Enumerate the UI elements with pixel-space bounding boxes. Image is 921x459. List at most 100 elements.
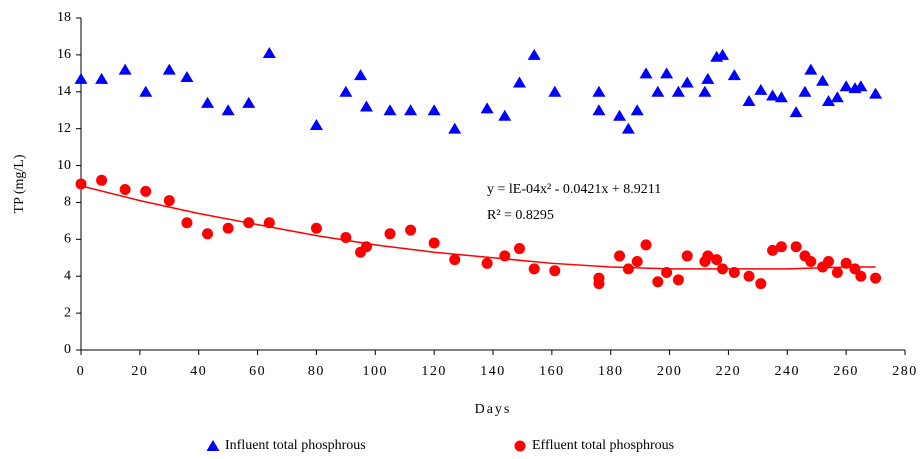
circle-marker	[549, 265, 561, 277]
x-tick-label: 120	[421, 364, 447, 379]
x-tick-label: 20	[131, 364, 148, 379]
circle-marker	[775, 241, 787, 253]
triangle-marker	[701, 72, 715, 84]
triangle-marker	[339, 85, 353, 97]
triangle-marker	[766, 89, 780, 101]
x-tick-label: 180	[598, 364, 624, 379]
y-tick-label: 8	[64, 195, 71, 210]
triangle-marker	[242, 96, 256, 108]
triangle-marker	[798, 85, 812, 97]
triangle-marker	[201, 96, 215, 108]
triangle-marker	[359, 100, 373, 112]
circle-marker	[855, 270, 867, 282]
circle-marker	[513, 243, 525, 255]
circle-marker	[743, 270, 755, 282]
triangle-marker	[839, 80, 853, 92]
circle-marker	[702, 250, 714, 262]
triangle-marker	[804, 63, 818, 75]
triangle-marker	[383, 104, 397, 116]
circle-marker	[767, 244, 779, 256]
circle-marker	[96, 174, 108, 186]
circle-marker	[652, 276, 664, 288]
y-tick-label: 10	[57, 158, 71, 173]
circle-marker	[661, 267, 673, 279]
x-tick-label: 100	[363, 364, 389, 379]
y-tick-label: 2	[64, 305, 71, 320]
circle-marker	[181, 217, 193, 229]
circle-marker	[119, 184, 131, 196]
triangle-marker	[221, 104, 235, 116]
triangle-marker	[118, 63, 132, 75]
circle-marker	[528, 263, 540, 275]
circle-marker	[849, 263, 861, 275]
triangle-marker	[716, 48, 730, 60]
triangle-marker	[680, 76, 694, 88]
x-tick-label: 220	[716, 364, 742, 379]
triangle-marker	[630, 104, 644, 116]
triangle-marker	[448, 122, 462, 134]
circle-marker	[263, 217, 275, 229]
triangle-marker	[548, 85, 562, 97]
x-tick-label: 140	[480, 364, 506, 379]
circle-marker	[755, 278, 767, 290]
circle-marker	[728, 267, 740, 279]
annotation: R² = 0.8295	[487, 208, 554, 223]
triangle-marker	[592, 104, 606, 116]
circle-marker	[405, 224, 417, 236]
y-tick-label: 12	[57, 121, 71, 136]
circle-marker	[384, 228, 396, 240]
y-tick-label: 14	[57, 84, 71, 99]
circle-marker	[831, 267, 843, 279]
circle-marker	[222, 222, 234, 234]
circle-marker	[449, 254, 461, 266]
x-tick-label: 260	[833, 364, 859, 379]
y-tick-label: 4	[64, 268, 71, 283]
y-axis-title: TP (mg/L)	[12, 154, 27, 213]
triangle-marker	[512, 76, 526, 88]
circle-marker	[202, 228, 214, 240]
triangle-marker	[660, 67, 674, 79]
x-tick-label: 200	[657, 364, 683, 379]
circle-marker	[840, 257, 852, 269]
circle-marker	[870, 272, 882, 284]
circle-marker	[790, 241, 802, 253]
x-tick-label: 0	[77, 364, 86, 379]
triangle-marker	[309, 118, 323, 130]
legend-marker	[514, 440, 526, 452]
circle-marker	[622, 263, 634, 275]
x-tick-label: 160	[539, 364, 565, 379]
trendline	[80, 185, 876, 270]
circle-marker	[163, 195, 175, 207]
triangle-marker	[727, 69, 741, 81]
triangle-marker	[262, 47, 276, 59]
triangle-marker	[592, 85, 606, 97]
circle-marker	[75, 178, 87, 190]
circle-marker	[614, 250, 626, 262]
y-tick-label: 0	[64, 342, 71, 357]
circle-marker	[428, 237, 440, 249]
circle-marker	[631, 255, 643, 267]
x-tick-label: 40	[190, 364, 207, 379]
y-tick-label: 16	[57, 47, 71, 62]
circle-marker	[310, 222, 322, 234]
triangle-marker	[854, 80, 868, 92]
circle-marker	[140, 185, 152, 197]
legend-label: Effluent total phosphrous	[532, 438, 674, 453]
triangle-marker	[180, 71, 194, 83]
circle-marker	[640, 239, 652, 251]
triangle-marker	[527, 48, 541, 60]
triangle-marker	[821, 95, 835, 106]
triangle-marker	[789, 106, 803, 118]
triangle-marker	[742, 95, 756, 106]
triangle-marker	[427, 104, 441, 116]
circle-marker	[481, 257, 493, 269]
triangle-marker	[95, 72, 109, 84]
triangle-marker	[816, 74, 830, 86]
x-tick-label: 60	[249, 364, 266, 379]
triangle-marker	[74, 72, 88, 84]
triangle-marker	[613, 109, 627, 121]
triangle-marker	[139, 85, 153, 97]
triangle-marker	[869, 87, 883, 99]
x-tick-label: 240	[775, 364, 801, 379]
